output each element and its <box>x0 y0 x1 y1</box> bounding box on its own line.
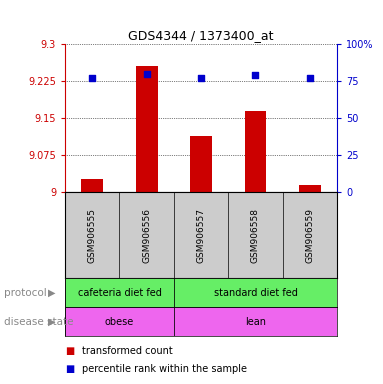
Text: cafeteria diet fed: cafeteria diet fed <box>78 288 161 298</box>
Text: protocol: protocol <box>4 288 47 298</box>
Bar <box>245 111 266 192</box>
Bar <box>82 179 103 192</box>
Text: GSM906556: GSM906556 <box>142 208 151 263</box>
Text: lean: lean <box>245 316 266 327</box>
Text: disease state: disease state <box>4 316 73 327</box>
Bar <box>136 66 157 192</box>
Point <box>144 71 150 77</box>
Bar <box>174 278 337 307</box>
Text: ■: ■ <box>65 346 74 356</box>
Bar <box>65 307 174 336</box>
Text: GSM906557: GSM906557 <box>196 208 206 263</box>
Point <box>198 75 204 81</box>
Text: GSM906559: GSM906559 <box>305 208 314 263</box>
Text: percentile rank within the sample: percentile rank within the sample <box>82 364 247 374</box>
Point <box>307 75 313 81</box>
Bar <box>299 185 321 192</box>
Text: ▶: ▶ <box>48 288 56 298</box>
Text: ■: ■ <box>65 364 74 374</box>
Text: GSM906555: GSM906555 <box>88 208 97 263</box>
Text: GSM906558: GSM906558 <box>251 208 260 263</box>
Text: transformed count: transformed count <box>82 346 173 356</box>
Text: standard diet fed: standard diet fed <box>214 288 297 298</box>
Point <box>89 75 95 81</box>
Text: ▶: ▶ <box>48 316 56 327</box>
Bar <box>65 278 174 307</box>
Bar <box>174 307 337 336</box>
Point <box>252 72 259 78</box>
Title: GDS4344 / 1373400_at: GDS4344 / 1373400_at <box>128 28 274 41</box>
Text: obese: obese <box>105 316 134 327</box>
Bar <box>190 136 212 192</box>
